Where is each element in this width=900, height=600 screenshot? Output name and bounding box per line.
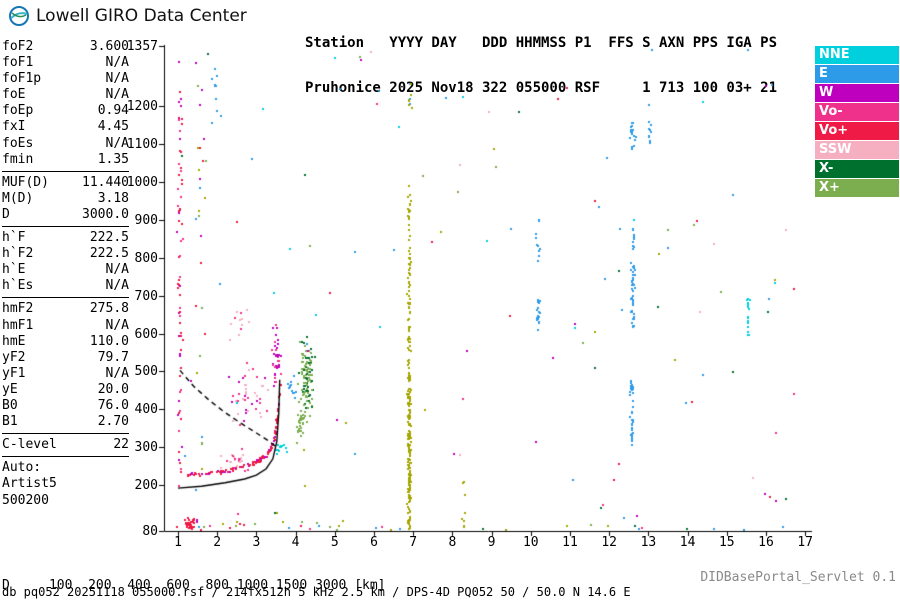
legend-item-x+: X+ (815, 179, 899, 197)
x-tick-label: 3 (252, 535, 261, 550)
x-tick-label: 5 (330, 535, 339, 550)
x-tick-label: 8 (448, 535, 457, 550)
legend-item-vo-: Vo- (815, 103, 899, 121)
y-tick-label: 300 (134, 440, 158, 456)
legend-item-x-: X- (815, 160, 899, 178)
legend-item-e: E (815, 65, 899, 83)
x-tick-label: 12 (601, 535, 618, 550)
y-tick-label: 1200 (126, 98, 158, 114)
x-tick-label: 2 (213, 535, 222, 550)
y-tick-label: 500 (134, 364, 158, 380)
y-tick-label: 1100 (126, 136, 158, 152)
x-tick-label: 15 (718, 535, 735, 550)
y-tick-label: 400 (134, 402, 158, 418)
y-tick-label: 80 (142, 524, 158, 539)
d-muf-table: D 100 200 400 600 800 1000 1500 3000 [km… (2, 552, 393, 600)
servlet-version-label: DIDBasePortal_Servlet 0.1 (700, 570, 896, 585)
status-line: db pq052 20251118 055000.rsf / 214fx512h… (2, 585, 631, 599)
x-tick-label: 9 (487, 535, 496, 550)
y-tick-label: 1000 (126, 174, 158, 190)
legend-item-nne: NNE (815, 46, 899, 64)
legend-item-vo+: Vo+ (815, 122, 899, 140)
echo-direction-legend: NNE E W Vo- Vo+ SSW X- X+ (815, 46, 899, 198)
x-tick-label: 10 (522, 535, 539, 550)
x-tick-label: 14 (679, 535, 696, 550)
x-tick-label: 6 (370, 535, 378, 550)
y-tick-label: 700 (134, 288, 158, 304)
x-tick-label: 11 (562, 535, 578, 550)
x-tick-label: 1 (174, 535, 182, 550)
y-tick-label: 900 (134, 212, 158, 228)
y-tick-label: 200 (134, 478, 158, 494)
x-tick-label: 7 (409, 535, 418, 550)
y-tick-label: 1357 (126, 39, 158, 54)
x-tick-label: 17 (797, 535, 814, 550)
legend-item-w: W (815, 84, 899, 102)
x-tick-label: 13 (640, 535, 657, 550)
y-tick-label: 600 (134, 326, 158, 342)
d-row: D 100 200 400 600 800 1000 1500 3000 [km… (2, 578, 386, 593)
x-tick-label: 16 (758, 535, 774, 550)
legend-item-ssw: SSW (815, 141, 899, 159)
x-tick-label: 4 (291, 535, 300, 550)
y-tick-label: 800 (134, 250, 158, 266)
